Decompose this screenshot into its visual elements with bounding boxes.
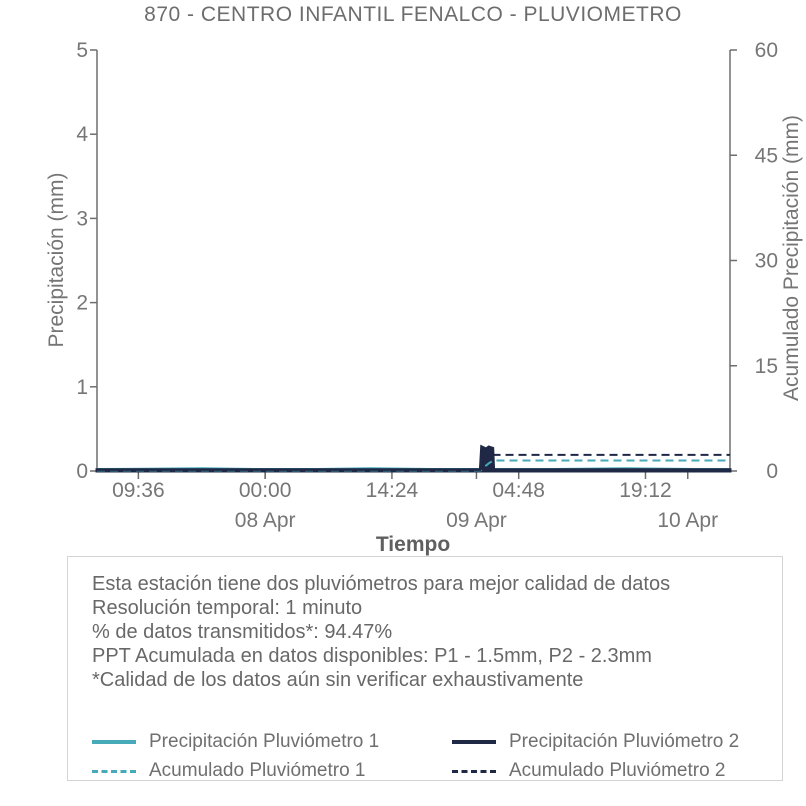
- x-time-tick-label: 19:12: [619, 479, 672, 502]
- info-line-ppt-totals: PPT Acumulada en datos disponibles: P1 -…: [92, 645, 652, 667]
- legend-label: Precipitación Pluviómetro 2: [509, 731, 740, 752]
- y-left-tick-label: 0: [76, 460, 88, 483]
- y-axis-title-left: Precipitación (mm): [45, 172, 68, 348]
- y-left-tick-label: 2: [76, 292, 88, 315]
- legend-swatch-dashed-teal-icon: [92, 769, 136, 773]
- station-info-box: Esta estación tiene dos pluviómetros par…: [67, 556, 783, 781]
- y-right-tick-label: 45: [755, 144, 778, 167]
- legend-item-precip-2[interactable]: Precipitación Pluviómetro 2: [452, 731, 739, 753]
- y-right-tick-label: 60: [755, 39, 778, 62]
- station-info-lines: Esta estación tiene dos pluviómetros par…: [68, 557, 782, 692]
- info-line-quality-note: *Calidad de los datos aún sin verificar …: [92, 669, 584, 691]
- x-date-tick-label: 08 Apr: [235, 509, 296, 532]
- legend-item-acum-1[interactable]: Acumulado Pluviómetro 1: [92, 760, 366, 782]
- legend-item-acum-2[interactable]: Acumulado Pluviómetro 2: [452, 760, 726, 782]
- legend-swatch-solid-teal-icon: [92, 740, 136, 744]
- y-left-tick-label: 3: [76, 207, 88, 230]
- x-time-tick-label: 09:36: [112, 479, 165, 502]
- x-time-tick-label: 04:48: [492, 479, 545, 502]
- y-right-tick-label: 30: [755, 250, 778, 273]
- x-time-tick-label: 00:00: [239, 479, 292, 502]
- y-axis-title-right: Acumulado Precipitación (mm): [780, 115, 803, 401]
- y-left-tick-label: 4: [76, 123, 88, 146]
- x-date-tick-label: 09 Apr: [446, 509, 507, 532]
- y-right-tick-label: 0: [766, 460, 778, 483]
- y-left-tick-label: 1: [76, 376, 88, 399]
- legend-label: Acumulado Pluviómetro 2: [509, 760, 726, 781]
- legend-swatch-solid-navy-icon: [452, 740, 496, 744]
- legend-label: Precipitación Pluviómetro 1: [149, 731, 380, 752]
- y-right-tick-label: 15: [755, 355, 778, 378]
- x-date-tick-label: 10 Apr: [657, 509, 718, 532]
- x-time-tick-label: 14:24: [366, 479, 419, 502]
- x-axis-title: Tiempo: [375, 533, 451, 556]
- info-line-transmitted: % de datos transmitidos*: 94.47%: [92, 621, 393, 643]
- info-line-resolution: Resolución temporal: 1 minuto: [92, 597, 363, 619]
- series-3-line: [97, 453, 730, 471]
- legend-swatch-dashed-navy-icon: [452, 769, 496, 773]
- series-1-line: [95, 444, 732, 473]
- legend-label: Acumulado Pluviómetro 1: [149, 760, 366, 781]
- info-line-station: Esta estación tiene dos pluviómetros par…: [92, 573, 671, 595]
- legend-item-precip-1[interactable]: Precipitación Pluviómetro 1: [92, 731, 379, 753]
- series-0-line: [96, 453, 730, 471]
- chart-title: 870 - CENTRO INFANTIL FENALCO - PLUVIOME…: [144, 3, 682, 26]
- y-left-tick-label: 5: [76, 39, 88, 62]
